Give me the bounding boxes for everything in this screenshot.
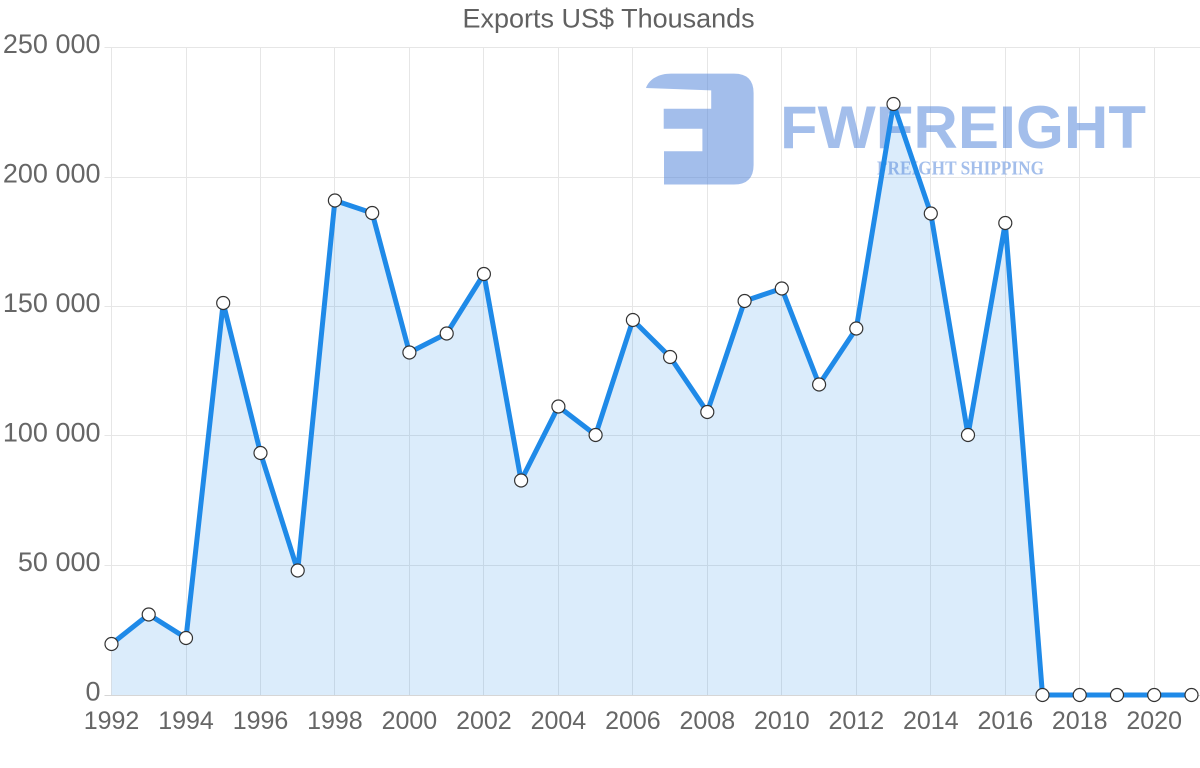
svg-text:2006: 2006 xyxy=(605,707,661,735)
svg-text:2000: 2000 xyxy=(382,707,438,735)
svg-text:200 000: 200 000 xyxy=(3,159,101,189)
svg-text:2010: 2010 xyxy=(754,707,810,735)
svg-text:1998: 1998 xyxy=(307,707,363,735)
svg-text:2020: 2020 xyxy=(1126,707,1182,735)
svg-text:Exports US$ Thousands: Exports US$ Thousands xyxy=(463,4,755,34)
svg-text:2014: 2014 xyxy=(903,707,959,735)
svg-text:1996: 1996 xyxy=(233,707,289,735)
svg-text:1992: 1992 xyxy=(84,707,140,735)
svg-text:FWFREIGHT: FWFREIGHT xyxy=(780,94,1146,161)
svg-text:50 000: 50 000 xyxy=(18,547,101,577)
svg-text:FREIGHT SHIPPING: FREIGHT SHIPPING xyxy=(877,159,1044,180)
svg-text:150 000: 150 000 xyxy=(3,288,101,318)
svg-text:2002: 2002 xyxy=(456,707,512,735)
svg-text:100 000: 100 000 xyxy=(3,418,101,448)
svg-text:1994: 1994 xyxy=(158,707,214,735)
svg-text:2018: 2018 xyxy=(1052,707,1108,735)
svg-text:2016: 2016 xyxy=(977,707,1033,735)
svg-text:2004: 2004 xyxy=(531,707,587,735)
svg-text:2012: 2012 xyxy=(828,707,884,735)
svg-text:250 000: 250 000 xyxy=(3,29,101,59)
svg-text:0: 0 xyxy=(85,677,100,707)
svg-text:2008: 2008 xyxy=(679,707,735,735)
